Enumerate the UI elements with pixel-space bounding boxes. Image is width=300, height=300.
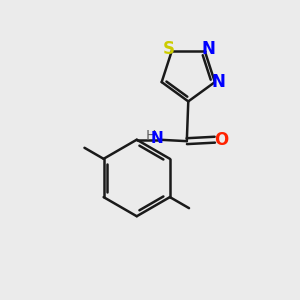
- Text: O: O: [214, 131, 228, 149]
- Text: N: N: [201, 40, 215, 58]
- Text: N: N: [151, 131, 164, 146]
- Text: S: S: [162, 40, 174, 58]
- Text: N: N: [212, 73, 225, 91]
- Text: H: H: [146, 129, 156, 143]
